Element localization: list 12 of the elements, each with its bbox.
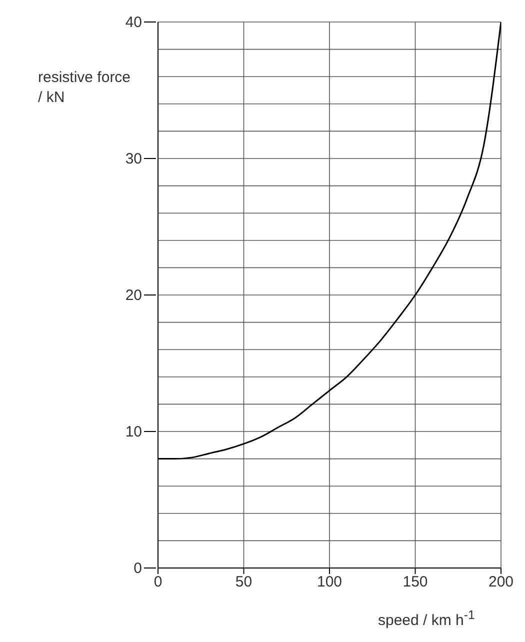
y-tick-label: 40 bbox=[125, 14, 142, 31]
y-tick-label: 0 bbox=[134, 560, 142, 577]
x-tick-label: 150 bbox=[402, 574, 428, 591]
x-tick-label: 200 bbox=[488, 574, 514, 591]
x-tick-label: 50 bbox=[235, 574, 252, 591]
y-axis-title: resistive force / kN bbox=[38, 68, 131, 108]
y-tick-label: 30 bbox=[125, 150, 142, 168]
x-tick-label: 100 bbox=[316, 574, 342, 591]
x-tick-label: 0 bbox=[154, 574, 162, 591]
y-tick-label: 10 bbox=[125, 424, 142, 440]
x-axis-title: speed / km h$^{-1}$ bbox=[378, 608, 476, 629]
y-tick-label: 20 bbox=[125, 287, 142, 304]
